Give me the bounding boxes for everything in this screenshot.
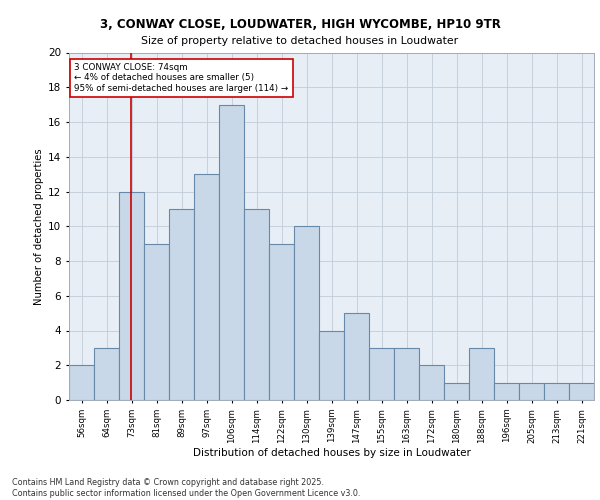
Text: Contains HM Land Registry data © Crown copyright and database right 2025.
Contai: Contains HM Land Registry data © Crown c… [12,478,361,498]
Bar [295,226,319,400]
Bar [244,209,269,400]
Bar [145,244,169,400]
X-axis label: Distribution of detached houses by size in Loudwater: Distribution of detached houses by size … [193,448,470,458]
Text: 3, CONWAY CLOSE, LOUDWATER, HIGH WYCOMBE, HP10 9TR: 3, CONWAY CLOSE, LOUDWATER, HIGH WYCOMBE… [100,18,500,30]
Bar [319,330,344,400]
Bar [469,348,494,400]
Bar [70,365,94,400]
Bar [269,244,293,400]
Bar [119,192,143,400]
Bar [520,382,544,400]
Bar [419,365,443,400]
Text: 3 CONWAY CLOSE: 74sqm
← 4% of detached houses are smaller (5)
95% of semi-detach: 3 CONWAY CLOSE: 74sqm ← 4% of detached h… [74,63,289,92]
Bar [370,348,394,400]
Y-axis label: Number of detached properties: Number of detached properties [34,148,44,304]
Bar [169,209,194,400]
Bar [220,104,244,400]
Bar [544,382,569,400]
Text: Size of property relative to detached houses in Loudwater: Size of property relative to detached ho… [142,36,458,46]
Bar [394,348,419,400]
Bar [194,174,218,400]
Bar [445,382,469,400]
Bar [94,348,119,400]
Bar [494,382,518,400]
Bar [344,313,368,400]
Bar [569,382,593,400]
